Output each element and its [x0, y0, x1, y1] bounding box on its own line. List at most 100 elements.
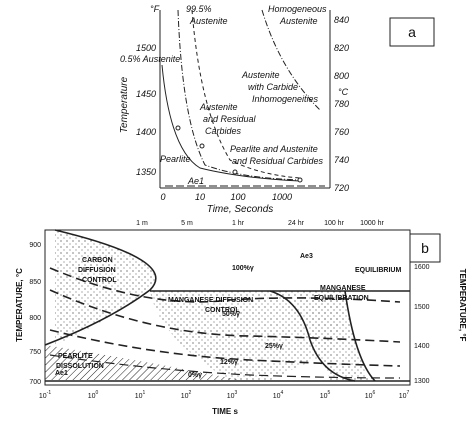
curve	[269, 290, 356, 382]
tick-label: 24 hr	[288, 220, 305, 227]
tick-label: 104	[273, 390, 284, 400]
y-axis-label: TEMPERATURE, °C	[15, 268, 24, 342]
tick-label: 100 hr	[324, 220, 345, 227]
curve	[49, 267, 401, 303]
x-axis-label: TIME s	[212, 407, 238, 416]
tick-label: 800	[334, 71, 349, 81]
tick-label: 1500	[414, 304, 430, 311]
tick-label: 760	[334, 127, 349, 137]
label-box	[389, 17, 435, 47]
curve	[161, 64, 301, 182]
annotation: Homogeneous	[268, 4, 327, 14]
tick-label: 840	[334, 15, 349, 25]
annotation: 25%γ	[265, 343, 283, 350]
curve	[49, 354, 401, 379]
tick-label: 700	[29, 379, 41, 386]
tick-label: 100	[230, 192, 245, 202]
y-axis-label: Temperature	[119, 76, 130, 133]
annotation: 12%γ	[220, 359, 238, 366]
tick-label: 100	[88, 390, 99, 400]
annotation: Inhomogeneities	[252, 94, 319, 104]
annotation: 0.5% Austenite	[120, 54, 180, 64]
annotation: MANGANESE	[320, 285, 366, 292]
tick-label: 820	[334, 43, 349, 53]
annotation: PEARLITE	[58, 353, 93, 360]
curve	[44, 229, 157, 346]
tick-exp: 3	[235, 390, 238, 396]
annotation: 50%γ	[222, 311, 240, 318]
tick-base: 10	[88, 393, 96, 400]
tick-label: 750	[29, 349, 41, 356]
tick-label: 0	[160, 192, 165, 202]
annotation: 100%γ	[232, 265, 254, 272]
tick-exp: 0	[96, 390, 99, 396]
tick-label: 740	[334, 155, 349, 165]
tick-label: 850	[29, 279, 41, 286]
annotation: EQUILIBRIUM	[355, 267, 401, 274]
annotation: 0%γ	[188, 372, 202, 379]
point	[199, 143, 205, 149]
annotation: CONTROL	[82, 277, 117, 284]
x-axis-label: Time, Seconds	[207, 204, 274, 215]
point	[232, 169, 238, 175]
annotation: Austenite	[189, 16, 228, 26]
unit-label: °C	[338, 87, 349, 97]
annotation: Austenite	[279, 16, 318, 26]
annotation: and Residual Carbides	[232, 156, 324, 166]
tick-label: 1400	[414, 343, 430, 350]
tick-label: 720	[334, 183, 349, 193]
annotation: MANGANESE DIFFUSION	[168, 297, 253, 304]
annotation: CARBON	[82, 257, 113, 264]
tick-label: 1350	[136, 167, 156, 177]
annotation: Austenite	[199, 102, 238, 112]
annotation: EQUILIBRATION	[314, 295, 369, 302]
tick-base: 10	[135, 393, 143, 400]
annotation: Ae1	[187, 176, 204, 186]
annotation: Austenite	[241, 70, 280, 80]
tick-label: 106	[365, 390, 376, 400]
annotation: Ae1	[55, 370, 68, 377]
tick-base: 10	[39, 393, 47, 400]
tick-label: 102	[181, 390, 192, 400]
point	[297, 177, 303, 183]
tick-label: 1300	[414, 378, 430, 385]
panel-label: a	[408, 24, 416, 40]
curve	[49, 289, 401, 343]
curve	[177, 9, 301, 181]
annotation: Carbides	[205, 126, 242, 136]
curve	[49, 329, 401, 367]
tick-label: 1600	[414, 264, 430, 271]
tick-base: 10	[399, 393, 407, 400]
tick-label: 10	[195, 192, 205, 202]
tick-label: 780	[334, 99, 349, 109]
curve	[261, 9, 321, 111]
tick-base: 10	[320, 393, 328, 400]
tick-exp: 4	[281, 390, 284, 396]
annotation: Pearlite	[160, 154, 191, 164]
tick-label: 5 m	[181, 220, 193, 227]
tick-label: 800	[29, 315, 41, 322]
tick-label: 1000	[272, 192, 292, 202]
curve	[344, 290, 376, 382]
tick-label: 1450	[136, 89, 156, 99]
annotation: DISSOLUTION	[56, 363, 104, 370]
annotation: DIFFUSION	[78, 267, 116, 274]
tick-label: 10-1	[39, 390, 51, 400]
tick-label: 1500	[136, 43, 156, 53]
tick-label: 101	[135, 390, 146, 400]
tick-exp: -1	[47, 390, 52, 396]
tick-exp: 2	[189, 390, 192, 396]
tick-label: 900	[29, 242, 41, 249]
annotation: CONTROL	[205, 307, 240, 314]
unit-label: °F	[150, 4, 160, 14]
tick-label: 105	[320, 390, 331, 400]
frame	[44, 229, 411, 386]
annotation: Ae3	[300, 253, 313, 260]
y2-axis-label: TEMPERATURE, °F	[458, 269, 467, 342]
annotation: and Residual	[203, 114, 257, 124]
annotation: with Carbide	[248, 82, 298, 92]
panel-label: b	[421, 240, 429, 256]
annotation: 99.5%	[186, 4, 212, 14]
